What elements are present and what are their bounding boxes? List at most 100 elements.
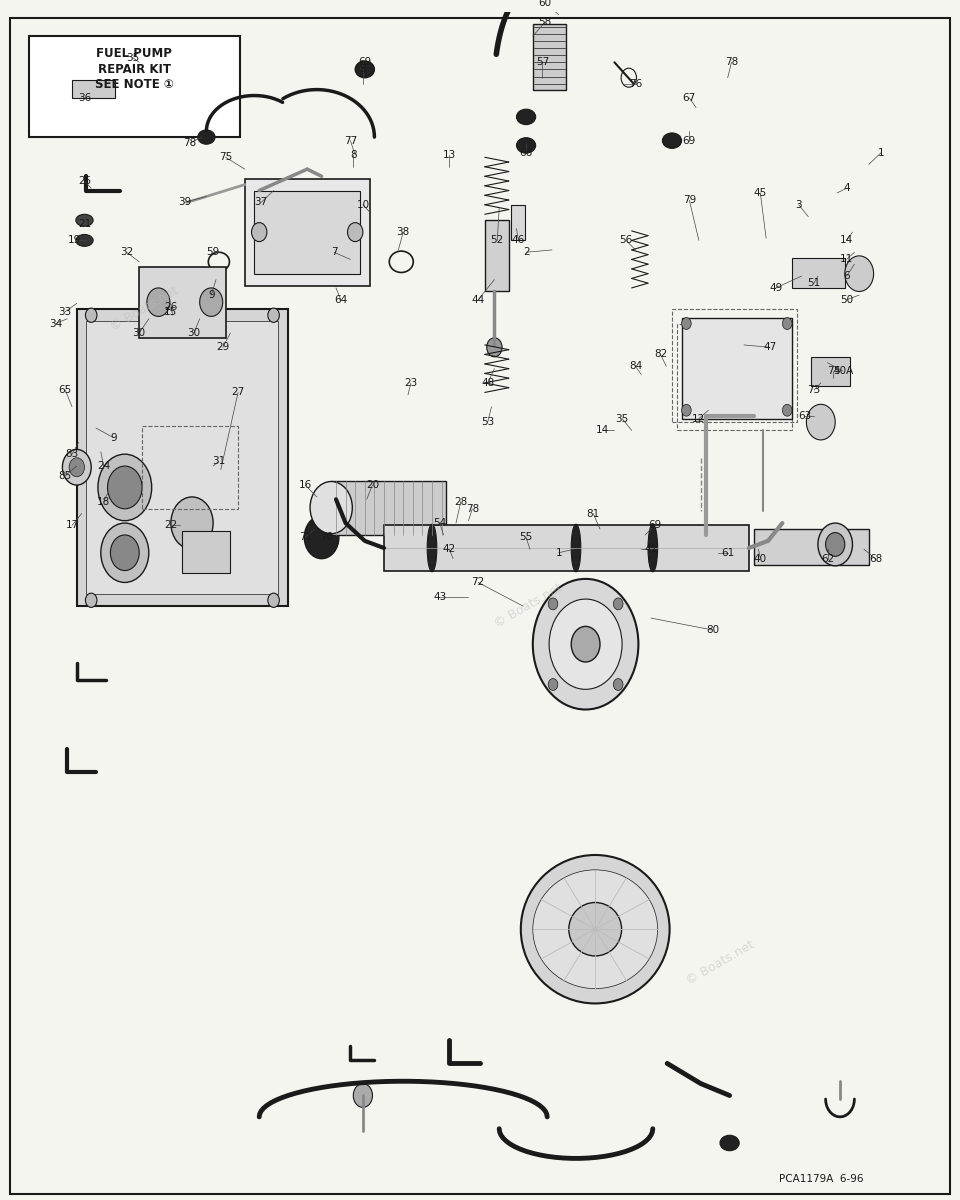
Text: 27: 27 (231, 388, 245, 397)
Bar (677, 324, 792, 431)
Ellipse shape (720, 1135, 739, 1151)
Text: 15: 15 (164, 307, 178, 317)
Circle shape (348, 222, 363, 241)
Text: 24: 24 (97, 461, 110, 472)
Text: 35: 35 (615, 414, 629, 424)
Circle shape (85, 593, 97, 607)
Text: 30: 30 (132, 328, 146, 338)
Text: 46: 46 (512, 235, 525, 246)
Circle shape (682, 404, 691, 416)
Text: 63: 63 (798, 412, 811, 421)
Text: 70: 70 (320, 533, 333, 542)
Text: 17: 17 (65, 521, 79, 530)
Text: 11: 11 (840, 254, 853, 264)
Text: 73: 73 (807, 385, 821, 395)
Text: 85: 85 (59, 470, 72, 480)
Text: 43: 43 (433, 592, 446, 601)
Text: 51: 51 (807, 278, 821, 288)
Circle shape (613, 598, 623, 610)
Ellipse shape (533, 870, 658, 989)
Text: 78: 78 (466, 504, 479, 514)
Text: 50A: 50A (832, 366, 853, 376)
Circle shape (85, 308, 97, 323)
Text: © Boats.net: © Boats.net (492, 582, 564, 631)
Ellipse shape (521, 854, 670, 1003)
Text: 34: 34 (49, 318, 62, 329)
Text: 79: 79 (683, 196, 696, 205)
Circle shape (147, 288, 170, 317)
Circle shape (62, 450, 91, 485)
Text: 13: 13 (443, 150, 456, 160)
Text: 76: 76 (629, 79, 642, 89)
Text: 37: 37 (254, 198, 268, 208)
Text: 40: 40 (754, 553, 767, 564)
Circle shape (548, 678, 558, 690)
Text: 23: 23 (404, 378, 418, 388)
Text: 30: 30 (187, 328, 201, 338)
Circle shape (108, 466, 142, 509)
Bar (811, 356, 850, 386)
Ellipse shape (648, 524, 658, 571)
Text: 20: 20 (366, 480, 379, 490)
Text: 69: 69 (648, 521, 661, 530)
Text: 52: 52 (491, 235, 504, 246)
Circle shape (110, 535, 139, 570)
Circle shape (818, 523, 852, 566)
Text: 77: 77 (344, 136, 357, 145)
Text: 18: 18 (97, 497, 110, 506)
Text: 33: 33 (59, 307, 72, 317)
Text: 14: 14 (840, 235, 853, 246)
Text: 55: 55 (519, 533, 533, 542)
Bar (86, 322, 278, 594)
Ellipse shape (571, 524, 581, 571)
Bar (792, 258, 845, 288)
Text: 45: 45 (754, 188, 767, 198)
Text: 9: 9 (208, 290, 214, 300)
Text: 1: 1 (556, 547, 562, 558)
Text: 4: 4 (844, 184, 850, 193)
Ellipse shape (516, 109, 536, 125)
Text: 19: 19 (68, 235, 82, 246)
Bar (331, 481, 446, 535)
Text: 48: 48 (481, 378, 494, 388)
Ellipse shape (427, 524, 437, 571)
Text: 72: 72 (471, 577, 485, 588)
Text: 49: 49 (769, 283, 782, 293)
Text: 9: 9 (110, 432, 116, 443)
Ellipse shape (568, 902, 622, 956)
Text: 31: 31 (212, 456, 226, 467)
Bar (754, 529, 869, 565)
Bar (384, 526, 749, 570)
Text: 62: 62 (821, 553, 834, 564)
Circle shape (613, 678, 623, 690)
Bar (182, 532, 230, 572)
Circle shape (487, 337, 502, 356)
Text: 81: 81 (587, 509, 600, 518)
Text: 44: 44 (471, 295, 485, 305)
Circle shape (845, 256, 874, 292)
Text: 22: 22 (164, 521, 178, 530)
Text: 80: 80 (706, 625, 719, 635)
Circle shape (69, 457, 84, 476)
Ellipse shape (76, 215, 93, 226)
Text: 74: 74 (827, 366, 840, 376)
Text: 12: 12 (692, 414, 706, 424)
Bar (672, 310, 797, 422)
Text: 57: 57 (536, 58, 549, 67)
Text: 38: 38 (396, 227, 410, 238)
Text: 47: 47 (763, 342, 777, 353)
Circle shape (533, 578, 638, 709)
Text: 53: 53 (481, 418, 494, 427)
Text: 61: 61 (721, 547, 734, 558)
Text: 26: 26 (164, 302, 178, 312)
Circle shape (304, 516, 339, 559)
Text: 65: 65 (59, 385, 72, 395)
Circle shape (806, 404, 835, 440)
Text: 68: 68 (869, 553, 882, 564)
Text: 58: 58 (539, 17, 552, 26)
Bar (77, 310, 288, 606)
Circle shape (548, 598, 558, 610)
Bar (72, 80, 115, 98)
Text: © Boats.net: © Boats.net (684, 937, 756, 988)
Ellipse shape (76, 234, 93, 246)
